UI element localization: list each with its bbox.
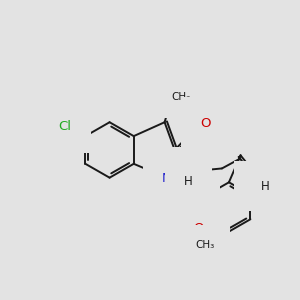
Text: H: H <box>261 180 270 193</box>
Text: N: N <box>253 180 262 193</box>
Text: Cl: Cl <box>58 120 71 134</box>
Text: N: N <box>184 166 193 179</box>
Text: CH₃: CH₃ <box>185 195 204 205</box>
Text: O: O <box>200 116 211 130</box>
Text: CH₃: CH₃ <box>172 92 191 102</box>
Text: H: H <box>184 175 193 188</box>
Text: N: N <box>162 172 172 185</box>
Text: CH₃: CH₃ <box>195 240 214 250</box>
Text: O: O <box>194 222 204 235</box>
